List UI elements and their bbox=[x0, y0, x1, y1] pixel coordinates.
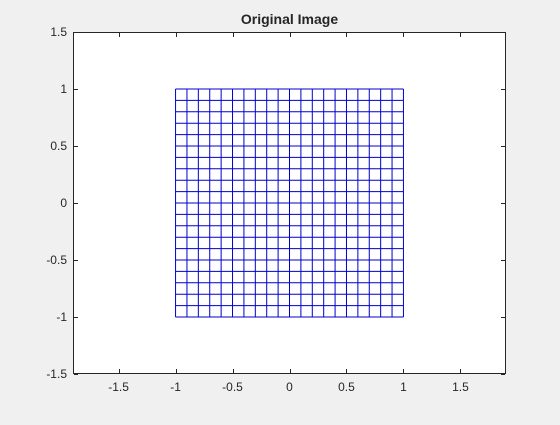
x-tick-label: 1.5 bbox=[452, 380, 469, 394]
y-tick-label: 0 bbox=[60, 196, 67, 210]
mesh-grid bbox=[175, 88, 404, 318]
y-tick-label: -1 bbox=[56, 310, 67, 324]
chart-title: Original Image bbox=[241, 11, 338, 27]
x-tick-label: -1 bbox=[170, 380, 181, 394]
y-tick-label: -1.5 bbox=[46, 367, 67, 381]
y-tick-label: 1 bbox=[60, 82, 67, 96]
x-tick-label: 1 bbox=[400, 380, 407, 394]
x-tick-label: -0.5 bbox=[222, 380, 243, 394]
x-axis-ticks: -1.5 -1 -0.5 0 0.5 1 1.5 bbox=[108, 33, 469, 394]
y-tick-label: 0.5 bbox=[50, 139, 67, 153]
y-axis-ticks: -1.5 -1 -0.5 0 0.5 1 1.5 bbox=[46, 25, 505, 381]
x-tick-label: -1.5 bbox=[108, 380, 129, 394]
y-tick-label: 1.5 bbox=[50, 25, 67, 39]
x-tick-label: 0 bbox=[286, 380, 293, 394]
y-tick-label: -0.5 bbox=[46, 253, 67, 267]
x-tick-label: 0.5 bbox=[338, 380, 355, 394]
axes-box bbox=[73, 32, 506, 374]
